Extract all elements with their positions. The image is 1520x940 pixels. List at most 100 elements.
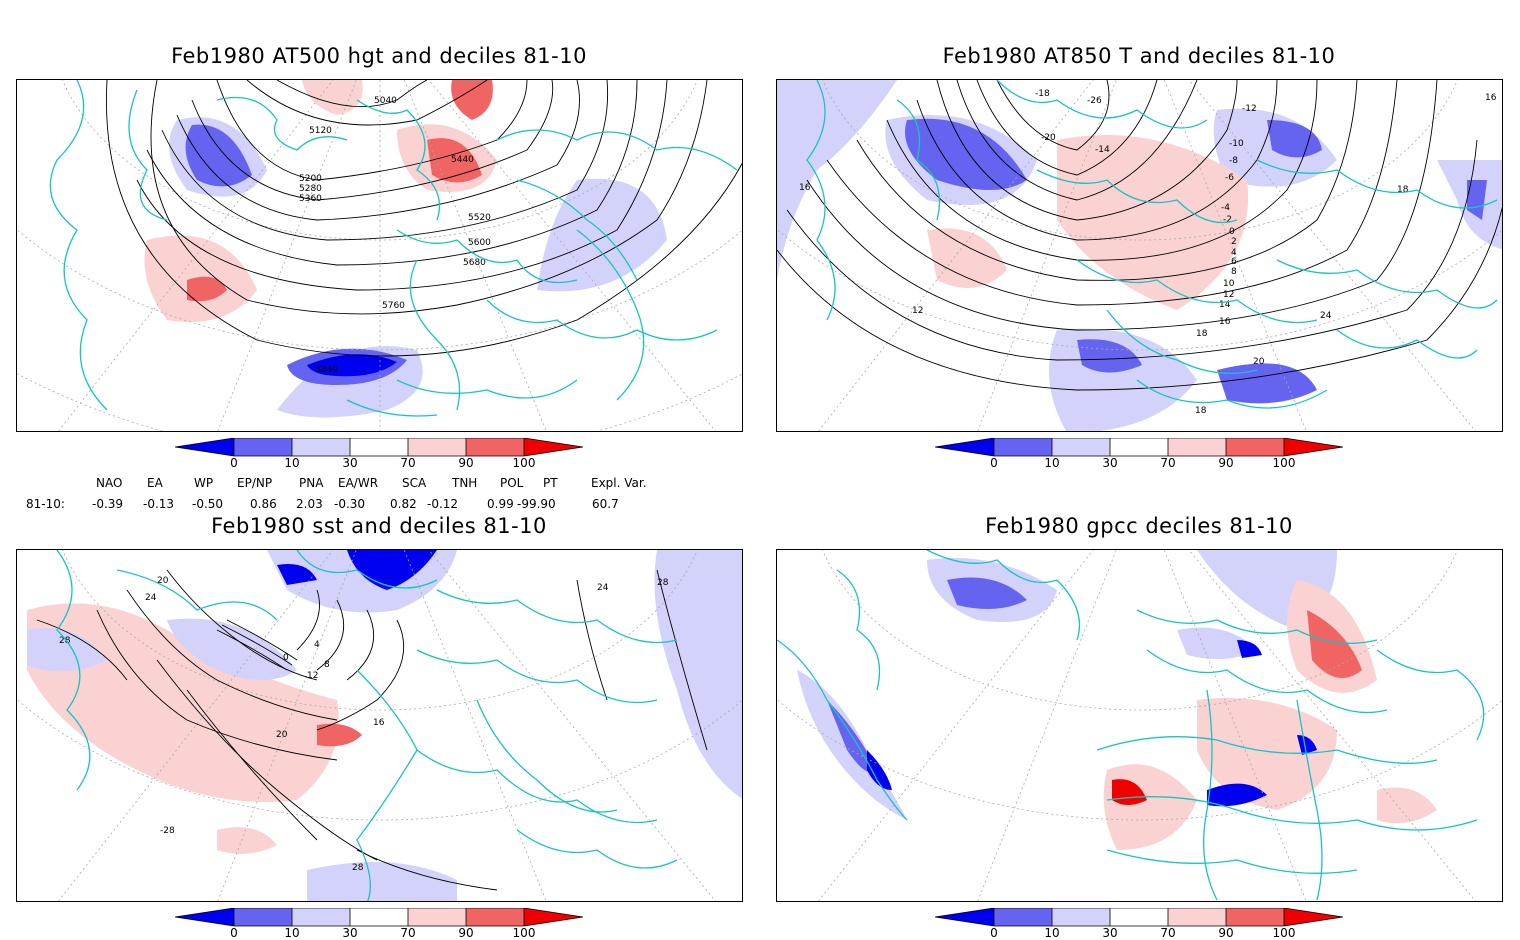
index-value: -0.39 xyxy=(92,497,124,511)
colorbar-segment xyxy=(1226,908,1284,926)
colorbar-tick-label: 0 xyxy=(230,926,238,940)
contour-label: 5600 xyxy=(468,238,491,248)
colorbar-tick-label: 10 xyxy=(1044,456,1060,470)
colorbar-segment xyxy=(1284,438,1343,456)
colorbar-tick-label: 90 xyxy=(458,926,474,940)
contour-label: 20 xyxy=(157,576,169,586)
index-value: -0.12 xyxy=(427,497,459,511)
index-header: PT xyxy=(543,476,558,490)
panel-title-sst: Feb1980 sst and deciles 81-10 xyxy=(211,514,547,538)
colorbar-segment xyxy=(292,438,350,456)
colorbar-segment xyxy=(1052,438,1110,456)
contour-label: -28 xyxy=(160,826,175,836)
colorbar-segment xyxy=(408,438,466,456)
index-value: -99.90 xyxy=(517,497,556,511)
contour-label: 5680 xyxy=(463,258,486,268)
colorbar-tick-label: 100 xyxy=(1272,456,1296,470)
colorbar-tick-label: 30 xyxy=(1102,926,1118,940)
index-header: TNH xyxy=(452,476,478,490)
colorbar-segment xyxy=(1110,908,1168,926)
contour-label: -6 xyxy=(1225,173,1234,183)
colorbar-tick-label: 90 xyxy=(458,456,474,470)
index-header: SCA xyxy=(402,476,427,490)
index-value: -0.30 xyxy=(334,497,366,511)
index-header: EA/WR xyxy=(338,476,379,490)
contour-label: 20 xyxy=(276,730,288,740)
colorbar-tick-label: 10 xyxy=(284,926,300,940)
contour-label: 18 xyxy=(1397,185,1409,195)
colorbar-segment xyxy=(175,438,234,456)
panel-title-t850: Feb1980 AT850 T and deciles 81-10 xyxy=(942,44,1336,68)
contour-label: 5840 xyxy=(315,365,338,375)
panel-title-gpcc: Feb1980 gpcc deciles 81-10 xyxy=(985,514,1293,538)
contour-label: 8 xyxy=(1231,267,1237,277)
index-value: -0.13 xyxy=(143,497,175,511)
contour-label: 28 xyxy=(59,636,71,646)
contour-label: -12 xyxy=(1242,104,1257,114)
colorbar-segment xyxy=(994,438,1052,456)
contour-label: 5040 xyxy=(374,96,397,106)
colorbar-tick-label: 30 xyxy=(342,926,358,940)
colorbar-segment xyxy=(408,908,466,926)
contour-label: 18 xyxy=(1196,329,1208,339)
contour-label: 16 xyxy=(799,183,811,193)
colorbar-segment xyxy=(350,908,408,926)
index-header: PNA xyxy=(299,476,324,490)
contour-label: -10 xyxy=(1229,139,1244,149)
index-value: 0.82 xyxy=(390,497,417,511)
colorbar-tick-label: 0 xyxy=(990,926,998,940)
contour-label: 5200 xyxy=(299,174,322,184)
contour-label: 18 xyxy=(1195,406,1207,416)
colorbar-sst xyxy=(175,908,584,927)
map-sst: 20 24 28 0 4 8 12 16 20 24 28 28 -28 xyxy=(16,549,743,902)
index-value: -0.50 xyxy=(192,497,224,511)
colorbar-tick-label: 30 xyxy=(342,456,358,470)
colorbar-segment xyxy=(466,438,524,456)
contour-label: 4 xyxy=(314,640,320,650)
index-row-label: 81-10: xyxy=(26,497,65,511)
contour-label: 0 xyxy=(283,653,289,663)
colorbar-tick-label: 100 xyxy=(512,456,536,470)
index-value: 0.86 xyxy=(250,497,277,511)
contour-label: -4 xyxy=(1221,203,1230,213)
contour-label: 4 xyxy=(1231,248,1237,258)
contour-label: -26 xyxy=(1087,96,1102,106)
colorbar-tick-label: 70 xyxy=(1160,926,1176,940)
colorbar-segment xyxy=(1052,908,1110,926)
colorbar-segment xyxy=(524,438,583,456)
index-header: POL xyxy=(500,476,524,490)
contour-label: 8 xyxy=(324,660,330,670)
contour-label: 24 xyxy=(1320,311,1332,321)
colorbar-tick-label: 30 xyxy=(1102,456,1118,470)
colorbar-tick-label: 0 xyxy=(990,456,998,470)
colorbar-tick-label: 100 xyxy=(512,926,536,940)
contour-label: -20 xyxy=(1041,133,1056,143)
colorbar-segment xyxy=(175,908,234,926)
colorbar-tick-label: 70 xyxy=(1160,456,1176,470)
contour-label: 0 xyxy=(1229,227,1235,237)
contour-label: 24 xyxy=(145,593,157,603)
colorbar-segment xyxy=(935,908,994,926)
contour-label: -14 xyxy=(1095,145,1110,155)
contour-label: 12 xyxy=(1223,290,1234,300)
contour-label: 12 xyxy=(307,671,318,681)
colorbar-segment xyxy=(1168,908,1226,926)
contour-label: 16 xyxy=(1219,317,1231,327)
colorbar-segment xyxy=(466,908,524,926)
colorbar-segment xyxy=(524,908,583,926)
contour-label: 12 xyxy=(912,306,923,316)
contour-label: 2 xyxy=(1231,237,1237,247)
index-header: EP/NP xyxy=(237,476,273,490)
contour-label: 5440 xyxy=(451,155,474,165)
colorbar-hgt500 xyxy=(175,438,584,457)
contour-label: 28 xyxy=(352,863,364,873)
contour-label: 5760 xyxy=(382,301,405,311)
contour-label: 5280 xyxy=(299,184,322,194)
index-value: 2.03 xyxy=(296,497,323,511)
colorbar-segment xyxy=(292,908,350,926)
colorbar-gpcc xyxy=(935,908,1344,927)
contour-label: 5520 xyxy=(468,213,491,223)
index-header: WP xyxy=(194,476,214,490)
colorbar-tick-label: 10 xyxy=(1044,926,1060,940)
index-header: EA xyxy=(147,476,163,490)
